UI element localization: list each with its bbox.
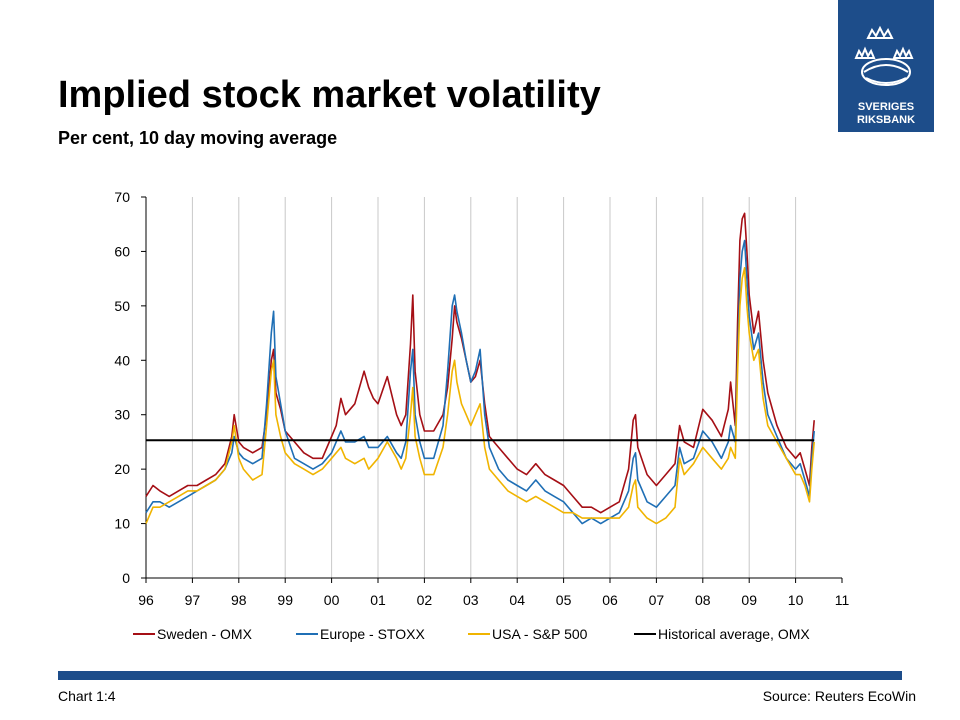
logo-line-1: SVERIGES <box>858 101 914 113</box>
legend-label: USA - S&P 500 <box>492 626 588 642</box>
source-note: Source: Reuters EcoWin <box>762 688 916 704</box>
x-tick-label: 09 <box>741 592 757 608</box>
x-tick-label: 06 <box>602 592 618 608</box>
chart-number: Chart 1:4 <box>58 688 116 704</box>
x-tick-label: 10 <box>788 592 804 608</box>
crown-emblem-icon: SVERIGES RIKSBANK <box>854 25 915 126</box>
page-title: Implied stock market volatility <box>58 74 601 116</box>
legend-label: Europe - STOXX <box>320 626 425 642</box>
x-tick-label: 03 <box>463 592 479 608</box>
x-tick-label: 00 <box>324 592 340 608</box>
x-tick-label: 02 <box>417 592 433 608</box>
y-tick-label: 20 <box>114 461 130 477</box>
riksbank-logo: SVERIGES RIKSBANK <box>838 0 934 132</box>
logo-line-2: RIKSBANK <box>857 114 915 126</box>
series-line <box>145 239 815 525</box>
page-subtitle: Per cent, 10 day moving average <box>58 128 338 148</box>
x-tick-label: 05 <box>556 592 572 608</box>
y-tick-label: 50 <box>114 298 130 314</box>
chart-legend: Sweden - OMX Europe - STOXX USA - S&P 500 H… <box>133 626 810 642</box>
series-line <box>145 267 815 525</box>
x-tick-label: 07 <box>649 592 665 608</box>
x-tick-label: 96 <box>138 592 154 608</box>
y-tick-label: 10 <box>114 516 130 532</box>
legend-label: Historical average, OMX <box>658 626 810 642</box>
x-tick-label: 04 <box>509 592 525 608</box>
x-tick-label: 97 <box>185 592 201 608</box>
x-tick-label: 01 <box>370 592 386 608</box>
y-tick-label: 30 <box>114 407 130 423</box>
y-tick-label: 60 <box>114 243 130 259</box>
legend-label: Sweden - OMX <box>157 626 253 642</box>
y-tick-label: 40 <box>114 352 130 368</box>
x-tick-label: 08 <box>695 592 711 608</box>
chart-series <box>145 212 815 525</box>
chart-axes: 96 97 98 99 00 01 02 03 04 05 06 07 08 09 10 11 0 10 20 30 4… <box>114 189 849 608</box>
footer-bar <box>58 671 902 680</box>
x-tick-label: 98 <box>231 592 247 608</box>
y-tick-label: 70 <box>114 189 130 205</box>
x-tick-label: 11 <box>835 592 850 608</box>
chart-grid <box>191 197 797 578</box>
y-tick-label: 0 <box>122 570 130 586</box>
series-line <box>145 212 815 514</box>
x-tick-label: 99 <box>277 592 293 608</box>
